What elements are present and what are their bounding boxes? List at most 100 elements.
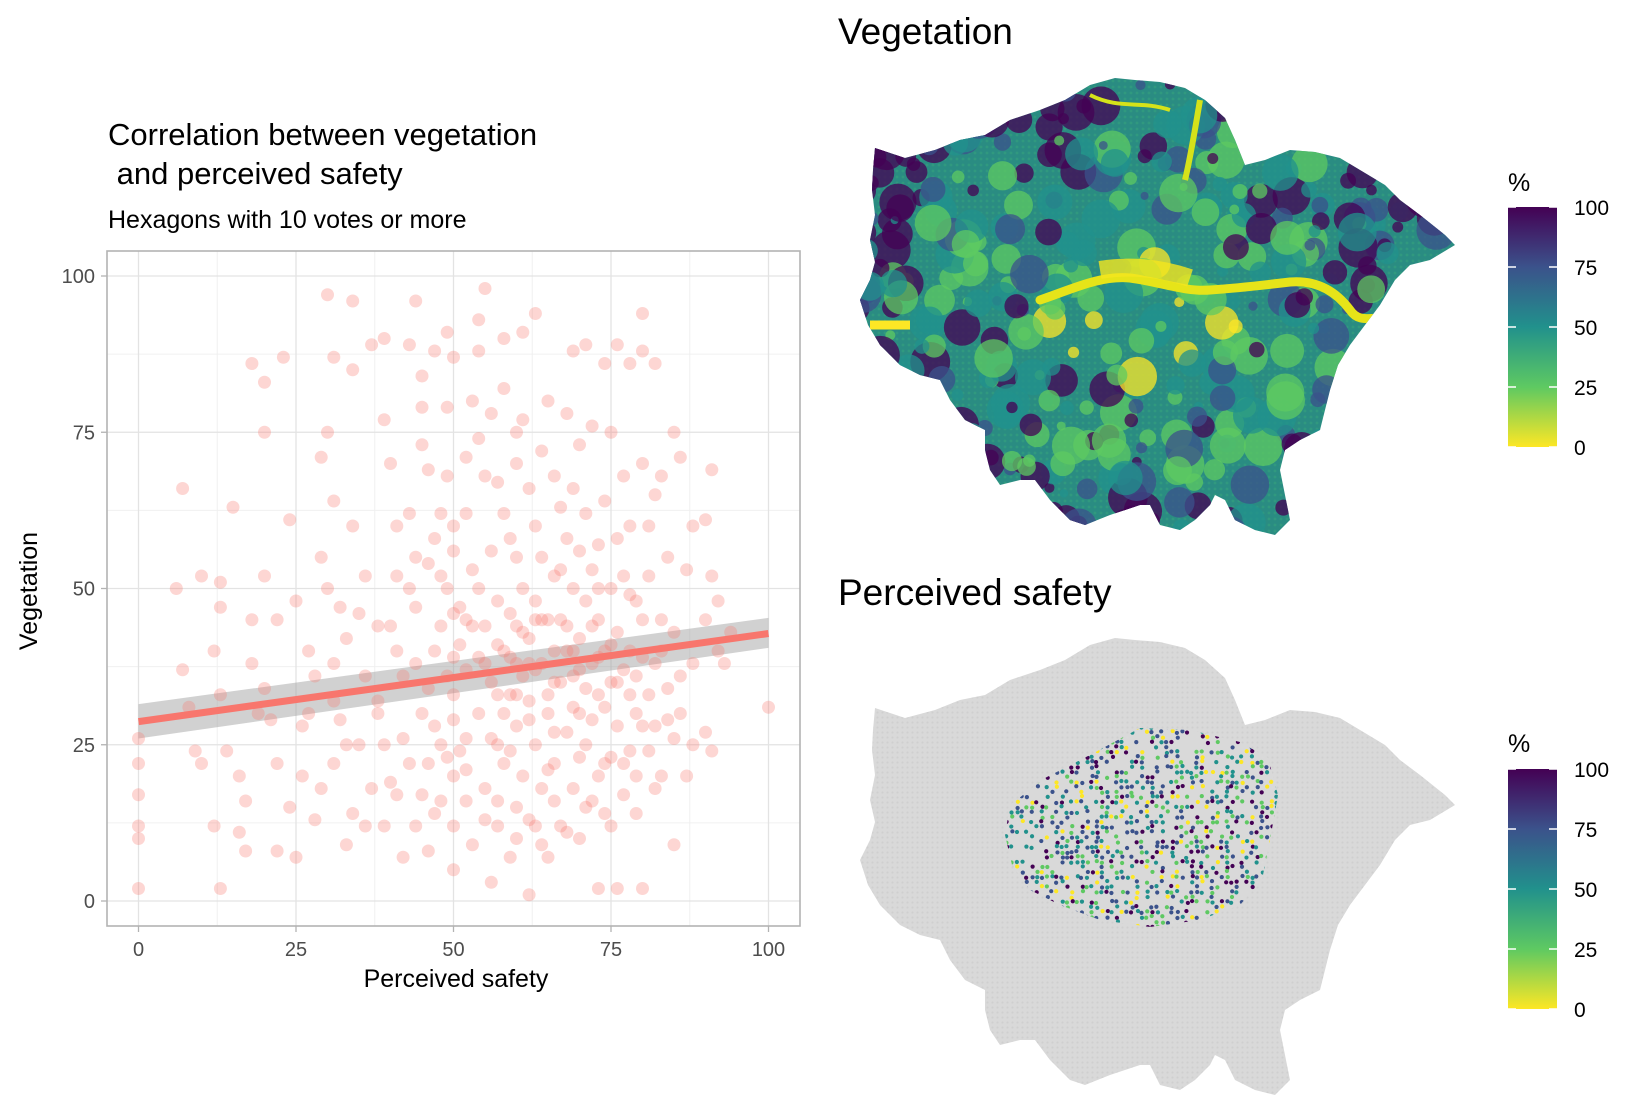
scatter-point — [491, 819, 505, 833]
scatter-point — [472, 313, 486, 327]
scatter-point — [560, 725, 574, 739]
safety-legend: % 0 25 50 75 100 — [1508, 730, 1609, 1022]
scatter-point — [636, 457, 649, 470]
scatter-point — [447, 350, 460, 364]
scatter-point — [566, 782, 580, 795]
scatter-point — [251, 707, 265, 720]
scatter-point — [176, 663, 190, 677]
legend-tick-label: 50 — [1574, 879, 1597, 902]
scatter-point — [226, 500, 240, 514]
scatter-point — [673, 450, 687, 464]
scatter-point — [573, 544, 586, 558]
scatter-point — [585, 563, 599, 577]
scatter-point — [478, 782, 492, 795]
scatter-point — [213, 882, 227, 895]
scatter-point — [617, 469, 631, 483]
scatter-point — [528, 307, 542, 320]
scatter-point — [447, 607, 460, 620]
scatter-point — [686, 657, 700, 670]
scatter-point — [465, 563, 479, 577]
scatter-point — [554, 563, 568, 577]
scatter-point — [654, 769, 668, 783]
scatter-point — [528, 738, 542, 752]
scatter-point — [636, 719, 649, 733]
y-tick-label: 0 — [84, 891, 95, 913]
scatter-point — [497, 707, 511, 720]
x-axis-ticks: 0 25 50 75 100 — [133, 926, 785, 961]
scatter-point — [232, 825, 246, 839]
scatter-point — [547, 675, 561, 689]
scatter-point — [195, 569, 208, 583]
scatter-point — [402, 757, 416, 770]
scatter-point — [711, 594, 725, 608]
scatter-point — [434, 619, 448, 633]
scatter-point — [176, 482, 190, 495]
plot-grid — [107, 251, 800, 926]
scatter-point — [503, 607, 517, 620]
scatter-point — [428, 807, 442, 820]
scatter-point — [478, 619, 492, 633]
scatter-point — [384, 775, 397, 789]
scatter-point — [333, 713, 347, 727]
scatter-point — [516, 413, 530, 427]
scatter-point — [560, 407, 574, 420]
scatter-point — [522, 632, 536, 645]
scatter-point — [610, 532, 624, 545]
scatter-point — [541, 613, 555, 627]
safety-map-title: Perceived safety — [838, 572, 1112, 613]
scatter-point — [680, 563, 694, 577]
scatter-point — [258, 569, 271, 583]
scatter-point — [566, 644, 580, 658]
scatter-point — [409, 600, 423, 614]
scatter-point — [717, 657, 731, 670]
scatter-point — [667, 625, 681, 639]
scatter-point — [591, 582, 605, 595]
scatter-point — [579, 507, 593, 520]
scatter-point — [503, 688, 517, 702]
scatter-point — [566, 482, 580, 495]
scatter-point — [604, 638, 618, 652]
scatter-point — [762, 700, 775, 714]
scatter-point — [182, 700, 196, 714]
scatter-point — [554, 500, 568, 514]
scatter-point — [591, 613, 605, 627]
scatter-point — [617, 757, 631, 770]
scatter-point — [629, 769, 643, 783]
scatter-point — [491, 638, 505, 652]
scatter-point — [213, 688, 227, 702]
scatter-point — [516, 625, 530, 639]
scatter-point — [617, 569, 631, 583]
scatter-point — [617, 663, 631, 677]
scatter-point — [377, 332, 391, 345]
scatter-point — [346, 807, 360, 820]
scatter-point — [327, 657, 341, 670]
scatter-point — [573, 632, 586, 645]
scatter-point — [207, 644, 221, 658]
scatter-point — [636, 344, 649, 358]
scatter-point — [371, 707, 385, 720]
vegetation-hexagons — [860, 78, 1455, 535]
scatter-point — [478, 469, 492, 483]
scatter-point — [339, 838, 353, 852]
scatter-point — [459, 763, 473, 777]
scatter-point — [528, 819, 542, 833]
scatter-point — [654, 469, 668, 483]
vegetation-legend-title: % — [1508, 169, 1530, 197]
scatter-point — [541, 394, 555, 408]
scatter-point — [497, 644, 511, 658]
scatter-point — [673, 707, 687, 720]
scatter-point — [484, 544, 498, 558]
safety-legend-title: % — [1508, 730, 1530, 758]
scatter-point — [610, 675, 624, 689]
scatter-point — [610, 882, 624, 895]
scatter-point — [428, 719, 442, 733]
scatter-point — [648, 719, 662, 733]
scatter-point — [579, 800, 593, 814]
scatter-point — [516, 669, 530, 683]
scatter-point — [510, 457, 523, 470]
scatter-point — [610, 719, 624, 733]
scatter-point — [541, 850, 555, 864]
scatter-point — [667, 838, 681, 852]
scatter-point — [321, 425, 334, 439]
